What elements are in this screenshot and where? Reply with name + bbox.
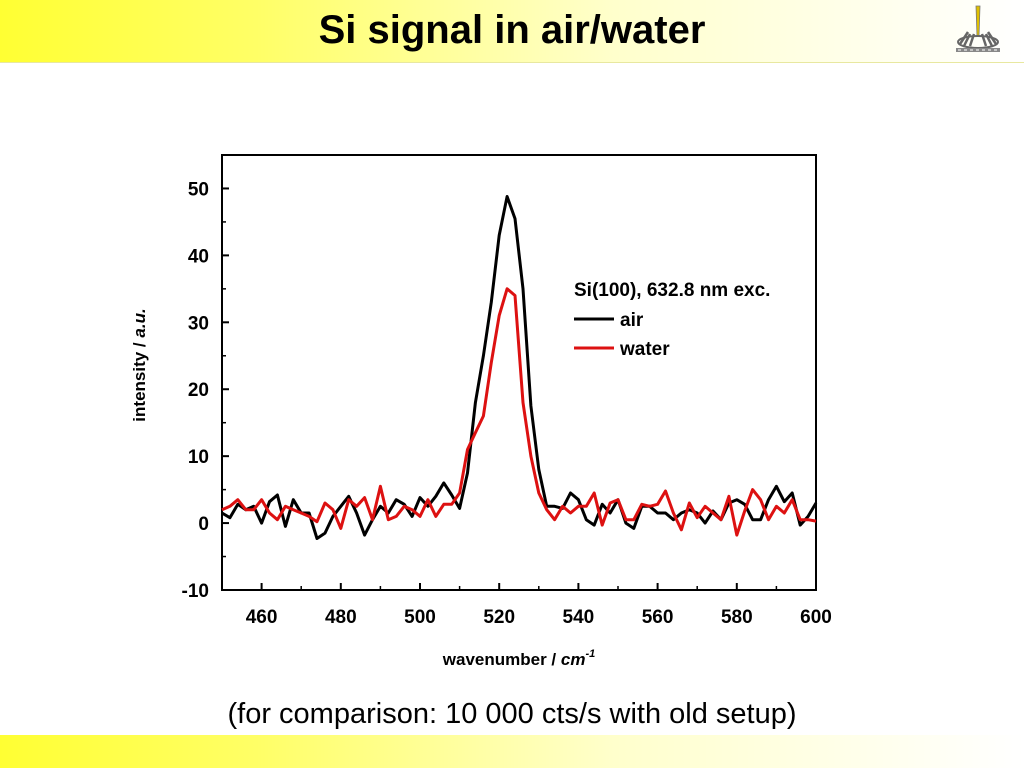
x-tick-label: 540 <box>563 607 595 628</box>
x-tick-label: 500 <box>404 607 436 628</box>
laser-spark-logo-icon <box>956 5 1000 52</box>
x-tick-label: 480 <box>325 607 357 628</box>
slide-footer-bar <box>0 735 1024 768</box>
legend-label-air: air <box>620 310 644 331</box>
slide-title: Si signal in air/water <box>318 8 706 52</box>
y-tick-label: 30 <box>188 313 209 334</box>
slide-header: Si signal in air/water <box>0 0 1024 63</box>
y-tick-label: 10 <box>188 447 209 468</box>
x-tick-label: 460 <box>246 607 278 628</box>
y-tick-label: 50 <box>188 179 209 200</box>
legend: Si(100), 632.8 nm exc. air water <box>574 280 770 360</box>
raman-chart: 460 480 500 520 540 560 580 600 -10 0 10 20 30 40 50 i… <box>130 154 832 669</box>
y-axis-label: intensity / a.u. <box>130 308 149 421</box>
legend-label-water: water <box>619 339 670 360</box>
x-axis-label: wavenumber / cm-1 <box>442 648 595 669</box>
x-tick-label: 600 <box>800 607 832 628</box>
x-tick-label: 520 <box>483 607 515 628</box>
x-tick-label: 560 <box>642 607 674 628</box>
slide-caption: (for comparison: 10 000 cts/s with old s… <box>227 698 797 730</box>
series-line-water <box>221 287 817 537</box>
legend-title: Si(100), 632.8 nm exc. <box>574 280 770 301</box>
y-tick-label: 0 <box>198 514 209 535</box>
y-tick-label: -10 <box>182 581 209 602</box>
y-tick-label: 40 <box>188 246 209 267</box>
y-tick-label: 20 <box>188 380 209 401</box>
x-tick-label: 580 <box>721 607 753 628</box>
plot-frame <box>221 154 817 591</box>
